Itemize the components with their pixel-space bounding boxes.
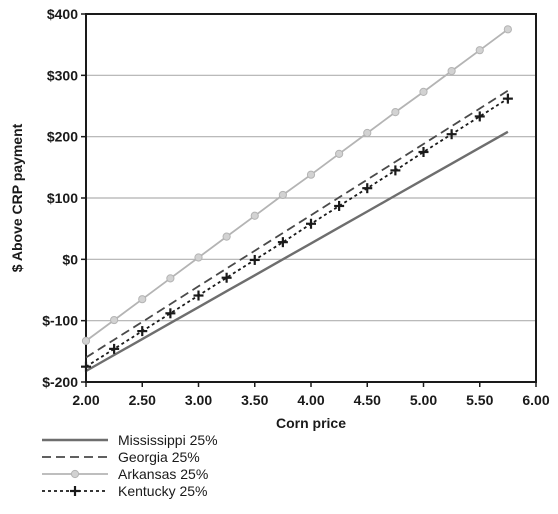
y-tick-label: $400	[47, 6, 78, 22]
data-point-kentucky-25	[334, 200, 345, 211]
data-point-arkansas-25	[503, 25, 512, 34]
x-tick-label: 5.00	[410, 392, 437, 408]
y-tick-label: $200	[47, 129, 78, 145]
legend-marker-kentucky-25	[70, 486, 80, 496]
y-tick-label: $300	[47, 67, 78, 83]
series-group	[81, 25, 513, 373]
data-point-arkansas-25	[138, 295, 147, 304]
data-point-kentucky-25	[109, 343, 120, 354]
y-tick-label: $0	[62, 251, 78, 267]
data-point-arkansas-25	[194, 253, 203, 262]
data-point-arkansas-25	[335, 149, 344, 158]
legend-label-georgia-25: Georgia 25%	[118, 449, 200, 465]
data-point-arkansas-25	[306, 170, 316, 179]
data-point-arkansas-25	[475, 46, 484, 55]
x-axis-label: Corn price	[276, 415, 346, 431]
data-point-arkansas-25	[110, 315, 119, 325]
data-point-arkansas-25	[222, 232, 231, 241]
data-point-kentucky-25	[137, 326, 148, 337]
x-tick-label: 2.50	[129, 392, 156, 408]
data-point-arkansas-25	[81, 336, 91, 346]
series-line-arkansas-25	[85, 28, 509, 342]
y-tick-label: $100	[47, 190, 78, 206]
x-tick-label: 3.00	[185, 392, 212, 408]
data-point-arkansas-25	[447, 66, 456, 76]
data-point-kentucky-25	[306, 218, 316, 229]
data-point-kentucky-25	[249, 254, 260, 265]
x-tick-label: 3.50	[241, 392, 268, 408]
x-tick-label: 5.50	[466, 392, 493, 408]
legend-label-arkansas-25: Arkansas 25%	[118, 466, 208, 482]
data-point-kentucky-25	[418, 147, 429, 157]
y-axis-label: $ Above CRP payment	[9, 123, 25, 272]
data-point-kentucky-25	[81, 361, 91, 372]
y-tick-labels: $-200 $-100 $0 $100 $200 $300 $400	[42, 6, 86, 390]
data-point-kentucky-25	[390, 165, 401, 176]
data-point-arkansas-25	[278, 190, 287, 200]
data-point-kentucky-25	[221, 272, 232, 283]
data-point-kentucky-25	[165, 308, 176, 319]
series-line-georgia-25	[85, 89, 509, 359]
legend-label-kentucky-25: Kentucky 25%	[118, 483, 208, 499]
x-tick-label: 6.00	[522, 392, 549, 408]
legend: Mississippi 25%Georgia 25%Arkansas 25%Ke…	[42, 432, 218, 499]
legend-label-mississippi-25: Mississippi 25%	[118, 432, 218, 448]
series-line-kentucky-25	[85, 97, 509, 368]
x-tick-label: 4.50	[354, 392, 381, 408]
data-point-kentucky-25	[502, 93, 513, 104]
y-tick-label: $-200	[42, 374, 78, 390]
data-point-kentucky-25	[193, 290, 204, 301]
data-point-arkansas-25	[391, 108, 400, 117]
data-point-kentucky-25	[446, 129, 457, 140]
data-point-kentucky-25	[277, 237, 288, 248]
data-point-arkansas-25	[166, 274, 175, 283]
grid-lines	[86, 74, 536, 322]
data-point-arkansas-25	[419, 87, 428, 96]
y-tick-label: $-100	[42, 313, 78, 329]
data-point-kentucky-25	[474, 111, 485, 122]
legend-marker-arkansas-25	[70, 469, 80, 479]
series-line-mississippi-25	[85, 130, 509, 373]
data-point-arkansas-25	[363, 128, 372, 138]
data-point-arkansas-25	[250, 211, 259, 220]
x-tick-labels: 2.00 2.50 3.00 3.50 4.00 4.50 5.00 5.50 6.00	[72, 382, 550, 408]
x-tick-label: 4.00	[297, 392, 324, 408]
x-tick-label: 2.00	[72, 392, 99, 408]
data-point-kentucky-25	[362, 183, 373, 194]
